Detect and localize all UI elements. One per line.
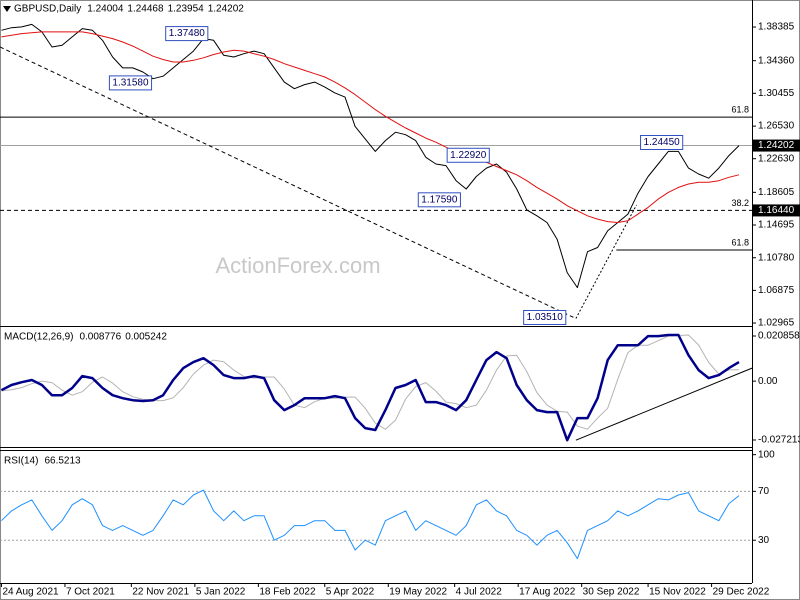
annotation-box [108, 75, 153, 91]
y-tick-label: 1.18605 [758, 187, 795, 198]
y-tick-label: 30 [758, 535, 770, 546]
y-tick-label: 1.14695 [758, 220, 795, 231]
annotation-label: 1.37480 [169, 28, 206, 39]
x-tick-label: 30 Sep 2022 [583, 587, 640, 598]
series-line [1, 489, 740, 560]
annotation-label: 1.24450 [644, 137, 681, 148]
y-tick-label: 1.22630 [758, 153, 795, 164]
y-tick-label: 1.38385 [758, 22, 795, 33]
y-tick-label: 0.00 [758, 376, 778, 387]
y-tick-label: 1.06875 [758, 285, 795, 296]
trendline [575, 367, 753, 441]
fib-label: 61.8 [731, 105, 749, 115]
fib-label: 61.8 [731, 237, 749, 247]
header-value: 1.24468 [127, 4, 164, 15]
header-value: 1.24004 [87, 4, 124, 15]
annotation-box [446, 147, 490, 163]
panel-title: MACD(12,26,9) [4, 332, 73, 343]
x-tick-label: 24 Aug 2021 [2, 587, 59, 598]
header-value: 1.23954 [168, 4, 205, 15]
series-line [1, 334, 740, 430]
watermark: ActionForex.com [215, 253, 380, 278]
y-tick-label: 100 [758, 449, 775, 460]
series-line [0, 333, 740, 442]
annotation-box [165, 26, 209, 42]
y-tick-label: -0.027213 [758, 435, 800, 446]
y-tick-label: 1.02965 [758, 318, 795, 329]
price-tag-label: 1.16440 [758, 205, 795, 216]
header-value: 0.005242 [125, 332, 167, 343]
trendline [575, 204, 637, 319]
x-tick-label: 5 Apr 2022 [326, 587, 375, 598]
x-tick-label: 4 Jul 2022 [456, 587, 503, 598]
x-tick-label: 19 May 2022 [389, 587, 447, 598]
x-tick-label: 7 Oct 2021 [66, 587, 115, 598]
panel-title: RSI(14) [4, 456, 38, 467]
price-tag [753, 204, 800, 217]
fib-label: 38.2 [731, 198, 749, 208]
annotation-label: 1.22920 [450, 150, 487, 161]
y-tick-label: 1.34360 [758, 55, 795, 66]
x-tick-label: 22 Nov 2021 [132, 587, 189, 598]
annotation-label: 1.31580 [112, 78, 149, 89]
x-tick-label: 18 Feb 2022 [259, 587, 316, 598]
y-tick-label: 1.30455 [758, 88, 795, 99]
header-value: 1.24202 [208, 4, 245, 15]
annotation-label: 1.03510 [527, 312, 564, 323]
x-tick-label: 29 Dec 2022 [713, 587, 770, 598]
trendline [0, 46, 577, 319]
y-tick-label: 0.020858 [758, 331, 800, 342]
panel-title: GBPUSD,Daily [14, 4, 81, 15]
menu-icon [3, 6, 11, 12]
series-line [1, 31, 740, 223]
y-tick-label: 1.10780 [758, 252, 795, 263]
price-tag [753, 139, 800, 152]
price-tag-label: 1.24202 [758, 140, 795, 151]
x-tick-label: 5 Jan 2022 [196, 587, 246, 598]
header-value: 66.5213 [44, 456, 81, 467]
x-tick-label: 15 Nov 2022 [649, 587, 706, 598]
series-line [1, 23, 740, 289]
x-tick-label: 17 Aug 2022 [519, 587, 576, 598]
annotation-label: 1.17590 [421, 194, 458, 205]
annotation-box [640, 134, 684, 150]
y-tick-label: 70 [758, 486, 770, 497]
y-tick-label: 1.26530 [758, 121, 795, 132]
annotation-box [417, 192, 461, 208]
annotation-box [523, 309, 567, 325]
header-value: 0.008776 [79, 332, 121, 343]
